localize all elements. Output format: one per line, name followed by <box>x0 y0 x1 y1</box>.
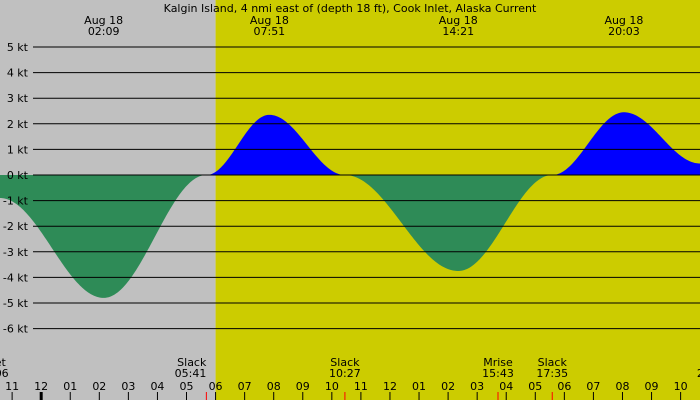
hour-label: 02 <box>441 380 455 393</box>
peak-time-label: 02:09 <box>88 25 120 38</box>
y-tick-label: -6 kt <box>3 323 29 336</box>
hour-label: 04 <box>150 380 164 393</box>
event-label: Slack <box>330 356 360 369</box>
hour-label: 01 <box>412 380 426 393</box>
speed-gridlines <box>11 46 700 400</box>
event-time-label: 05:41 <box>175 367 207 380</box>
y-tick-label: -1 kt <box>3 195 29 208</box>
y-tick-label: -4 kt <box>3 271 29 284</box>
y-tick-label: 5 kt <box>7 41 29 54</box>
hour-label: 05 <box>180 380 194 393</box>
event-time-label: 06 <box>0 367 9 380</box>
hour-label: 05 <box>528 380 542 393</box>
hour-label: 11 <box>354 380 368 393</box>
y-tick-label: 3 kt <box>7 92 29 105</box>
event-label: Slack <box>177 356 207 369</box>
peak-date-label: Aug 18 <box>604 14 643 27</box>
hour-label: 02 <box>92 380 106 393</box>
hour-label: 06 <box>209 380 223 393</box>
hour-label: 03 <box>121 380 135 393</box>
hour-label: 09 <box>645 380 659 393</box>
peak-date-label: Aug 18 <box>84 14 123 27</box>
midnight-marker <box>39 392 43 400</box>
hour-label: 03 <box>470 380 484 393</box>
y-tick-label: 4 kt <box>7 67 29 80</box>
peak-time-label: 14:21 <box>442 25 474 38</box>
hour-label: 10 <box>325 380 339 393</box>
y-tick-label: -2 kt <box>3 220 29 233</box>
chart-title: Kalgin Island, 4 nmi east of (depth 18 f… <box>164 2 537 15</box>
hour-label: 10 <box>674 380 688 393</box>
event-label: et <box>0 356 6 369</box>
event-label: Mrise <box>483 356 513 369</box>
hour-label: 12 <box>383 380 397 393</box>
hour-label: 11 <box>5 380 19 393</box>
chart-labels: 5 kt 4 kt 3 kt 2 kt 1 kt 0 kt -1 kt -2 kt -3 kt -… <box>0 14 700 393</box>
event-time-label: 10:27 <box>329 367 361 380</box>
hour-label: 07 <box>586 380 600 393</box>
flood-area <box>0 112 700 175</box>
y-tick-label: 2 kt <box>7 118 29 131</box>
hour-label: 09 <box>296 380 310 393</box>
event-time-label: 17:35 <box>536 367 568 380</box>
event-label: Slack <box>538 356 568 369</box>
event-time-label: 15:43 <box>482 367 514 380</box>
hour-label: 07 <box>238 380 252 393</box>
y-tick-label: -3 kt <box>3 246 29 259</box>
peak-time-label: 07:51 <box>253 25 285 38</box>
ebb-area <box>0 175 700 298</box>
event-time-label: 2 <box>697 367 700 380</box>
current-areas <box>0 112 700 298</box>
y-tick-label: -5 kt <box>3 297 29 310</box>
hour-label: 08 <box>615 380 629 393</box>
y-tick-label: 1 kt <box>7 143 29 156</box>
peak-date-label: Aug 18 <box>250 14 289 27</box>
hour-label: 06 <box>557 380 571 393</box>
hour-label: 01 <box>63 380 77 393</box>
hour-label: 08 <box>267 380 281 393</box>
peak-time-label: 20:03 <box>608 25 640 38</box>
hour-label: 12 <box>34 380 48 393</box>
peak-date-label: Aug 18 <box>439 14 478 27</box>
hour-label: 04 <box>499 380 513 393</box>
y-tick-label: 0 kt <box>7 169 29 182</box>
